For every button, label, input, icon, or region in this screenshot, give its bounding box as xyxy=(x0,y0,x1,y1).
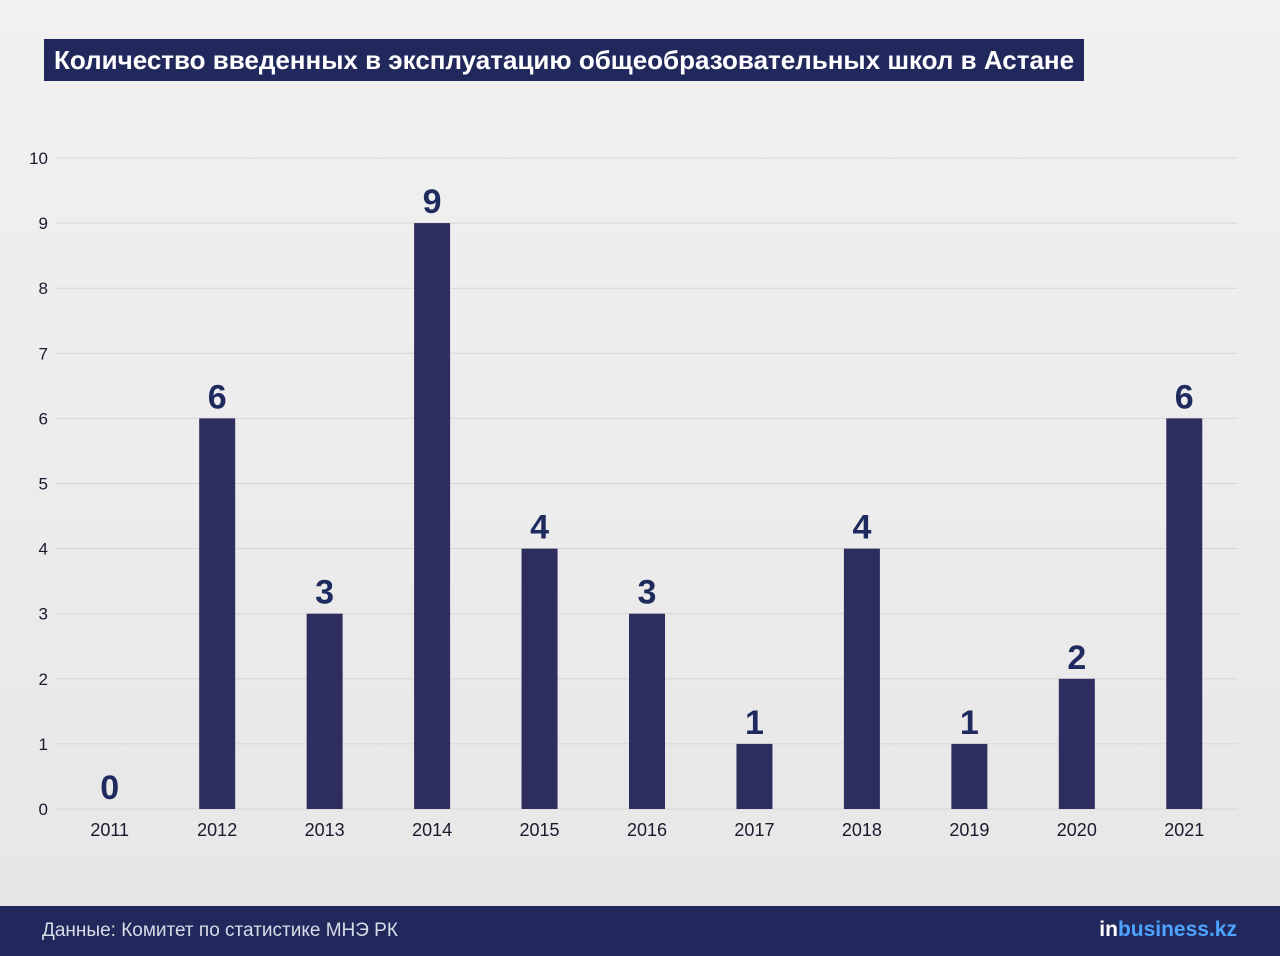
data-source-note: Данные: Комитет по статистике МНЭ РК xyxy=(42,920,398,941)
bar-2018 xyxy=(843,548,880,809)
bar-2014 xyxy=(414,223,451,810)
y-tick-label: 10 xyxy=(29,149,48,168)
data-label-2016: 3 xyxy=(638,574,657,612)
bar-2016 xyxy=(629,613,665,809)
x-tick-label-2012: 2012 xyxy=(197,820,237,840)
bar-2015 xyxy=(521,548,558,809)
x-tick-label-2014: 2014 xyxy=(412,820,452,840)
x-tick-label-2015: 2015 xyxy=(520,820,560,840)
bar-2013 xyxy=(306,613,343,809)
data-label-2014: 9 xyxy=(423,183,442,221)
x-tick-label-2021: 2021 xyxy=(1164,820,1204,840)
data-label-2018: 4 xyxy=(852,509,871,547)
x-axis-ticks: 2011 2012 2013 2014 2015 2016 2017 2018 2019 2020… xyxy=(90,820,1204,840)
data-label-2013: 3 xyxy=(315,574,334,612)
data-labels: 0 6 3 9 4 3 1 4 1 2 6 xyxy=(100,183,1193,807)
y-axis-ticks: 0 1 2 3 4 5 6 7 8 9 10 xyxy=(29,149,48,819)
data-label-2020: 2 xyxy=(1067,639,1086,677)
y-tick-label: 9 xyxy=(39,214,48,233)
x-tick-label-2013: 2013 xyxy=(305,820,345,840)
bar-2021 xyxy=(1166,418,1203,809)
x-tick-label-2019: 2019 xyxy=(949,820,989,840)
brand-logo-prefix: in xyxy=(1099,918,1118,941)
y-tick-label: 1 xyxy=(39,735,48,754)
x-tick-label-2017: 2017 xyxy=(734,820,774,840)
y-tick-label: 2 xyxy=(39,670,48,689)
x-tick-label-2016: 2016 xyxy=(627,820,667,840)
x-tick-label-2018: 2018 xyxy=(842,820,882,840)
y-tick-label: 5 xyxy=(39,475,48,494)
data-label-2015: 4 xyxy=(530,509,549,547)
data-label-2011: 0 xyxy=(100,769,119,807)
footer-bar: Данные: Комитет по статистике МНЭ РК inb… xyxy=(0,906,1280,956)
chart-title: Количество введенных в эксплуатацию обще… xyxy=(44,39,1085,81)
y-tick-label: 0 xyxy=(39,800,48,819)
data-label-2019: 1 xyxy=(960,704,979,742)
bar-2017 xyxy=(736,743,773,809)
bar-2012 xyxy=(199,418,236,809)
data-label-2017: 1 xyxy=(745,704,764,742)
y-tick-label: 8 xyxy=(39,279,48,298)
brand-logo[interactable]: inbusiness.kz xyxy=(1099,918,1237,942)
bars xyxy=(199,223,1203,810)
y-tick-label: 6 xyxy=(39,409,48,428)
data-label-2021: 6 xyxy=(1175,378,1194,416)
x-tick-label-2011: 2011 xyxy=(90,820,129,840)
brand-logo-name: business.kz xyxy=(1117,918,1237,941)
data-label-2012: 6 xyxy=(208,378,227,416)
bar-2020 xyxy=(1058,678,1095,809)
x-tick-label-2020: 2020 xyxy=(1057,820,1097,840)
y-tick-label: 4 xyxy=(39,540,48,559)
y-tick-label: 3 xyxy=(39,605,48,624)
y-tick-label: 7 xyxy=(39,344,48,363)
bar-2019 xyxy=(951,743,988,809)
grid-lines xyxy=(56,157,1238,810)
